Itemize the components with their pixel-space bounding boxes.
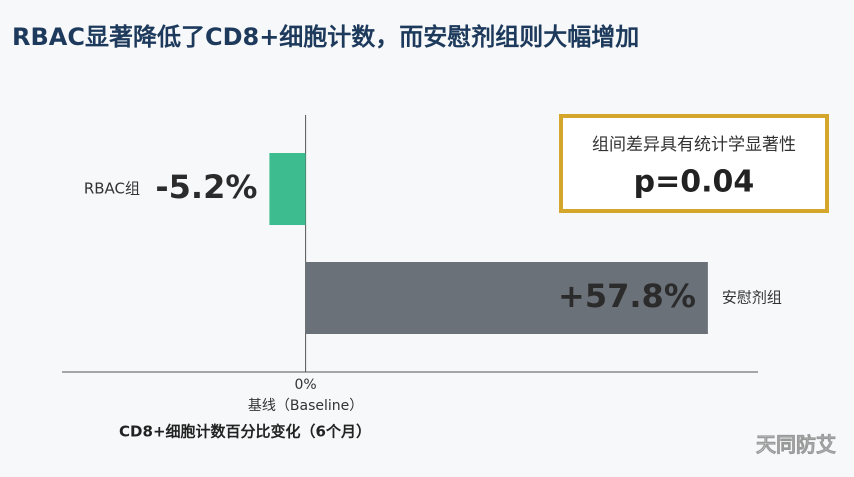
value-label: -5.2% [155,168,257,206]
category-label: RBAC组 [84,180,140,198]
x-axis-title: CD8+细胞计数百分比变化（6个月） [119,423,371,441]
value-label: +57.8% [558,277,696,315]
chart-title: RBAC显著降低了CD8+细胞计数，而安慰剂组则大幅增加 [12,23,639,51]
annotation-title: 组间差异具有统计学显著性 [592,135,796,155]
baseline-label: 基线（Baseline） [248,397,363,414]
category-label: 安慰剂组 [722,289,782,307]
annotation-text: p=0.04 [634,165,755,200]
bar [305,262,708,334]
x-tick-label: 0% [294,377,316,393]
bar [269,153,306,225]
annotation-box [559,114,829,213]
watermark: 天同防艾 [756,433,836,457]
